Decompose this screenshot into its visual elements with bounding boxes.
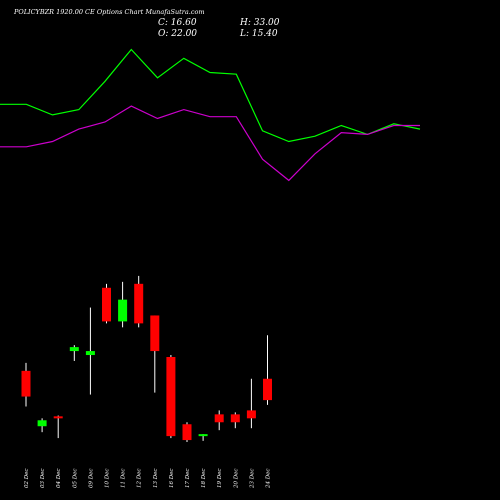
low-value: L: 15.40 [239, 29, 278, 39]
x-tick-label: 10 Dec [105, 469, 111, 489]
x-tick-label: 05 Dec [72, 469, 78, 489]
high-value: H: 33.00 [239, 18, 280, 28]
candle-body [69, 347, 79, 352]
line-series-group [0, 48, 421, 182]
x-tick-label: 18 Dec [201, 469, 207, 489]
candle-body [150, 315, 160, 352]
x-tick-label: 19 Dec [217, 469, 223, 489]
candle-body [85, 351, 95, 356]
candle-body [246, 410, 256, 419]
x-tick-label: 17 Dec [185, 469, 191, 489]
candle-body [182, 424, 192, 441]
x-tick-label: 03 Dec [40, 469, 46, 489]
candle-body [102, 287, 111, 322]
x-tick-label: 24 Dec [266, 469, 272, 490]
candle-body [263, 378, 272, 401]
x-tick-label: 09 Dec [88, 469, 94, 489]
indicator-line-0 [0, 48, 421, 143]
candlestick-group [21, 275, 272, 443]
open-value: O: 22.00 [158, 29, 197, 39]
x-tick-label: 11 Dec [121, 469, 127, 489]
candle-body [198, 434, 208, 437]
x-tick-label: 20 Dec [233, 469, 239, 490]
x-tick-label: 12 Dec [137, 469, 143, 489]
candle-body [230, 414, 240, 423]
chart-title: POLICYBZR 1920.00 CE Options Chart Munaf… [13, 8, 205, 16]
candle-body [166, 357, 176, 437]
candle-body [134, 283, 144, 324]
x-tick-label: 02 Dec [24, 469, 30, 489]
x-axis-ticks: 02 Dec 03 Dec 04 Dec 05 Dec 09 Dec 10 Dec 11 D… [24, 469, 272, 490]
x-tick-label: 23 Dec [249, 469, 255, 490]
x-tick-label: 04 Dec [56, 469, 62, 489]
candle-body [37, 420, 47, 427]
indicator-line-1 [0, 105, 420, 182]
candle-body [118, 299, 128, 322]
candle-body [214, 414, 224, 423]
x-tick-label: 16 Dec [169, 469, 175, 489]
close-value: C: 16.60 [158, 18, 197, 28]
candle-body [21, 370, 31, 397]
candle-body [53, 416, 63, 419]
x-tick-label: 13 Dec [153, 469, 159, 489]
